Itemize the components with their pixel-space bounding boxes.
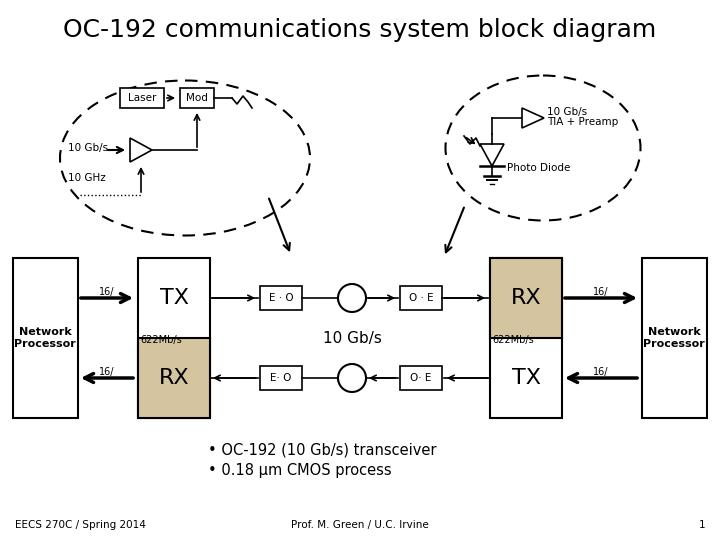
Text: 1: 1 (698, 520, 705, 530)
Text: 16/: 16/ (99, 367, 114, 377)
Bar (138, 258, 210, 418)
Text: E · O: E · O (269, 293, 293, 303)
Text: 10 Gb/s: 10 Gb/s (323, 330, 382, 346)
Text: Network
Processor: Network Processor (14, 327, 76, 349)
Text: Prof. M. Green / U.C. Irvine: Prof. M. Green / U.C. Irvine (291, 520, 429, 530)
Text: 16/: 16/ (593, 367, 608, 377)
Bar (400, 286, 442, 310)
Bar (120, 88, 164, 108)
Text: 16/: 16/ (593, 287, 608, 297)
Bar (400, 366, 442, 390)
Text: TIA + Preamp: TIA + Preamp (547, 117, 618, 127)
Polygon shape (522, 108, 544, 128)
Text: 622Mb/s: 622Mb/s (492, 335, 534, 345)
Text: OC-192 communications system block diagram: OC-192 communications system block diagr… (63, 18, 657, 42)
Bar (260, 366, 302, 390)
Text: O· E: O· E (410, 373, 432, 383)
Text: Network
Processor: Network Processor (643, 327, 705, 349)
Text: • 0.18 μm CMOS process: • 0.18 μm CMOS process (208, 462, 392, 477)
Polygon shape (130, 138, 152, 162)
Text: 10 GHz: 10 GHz (68, 173, 106, 183)
Text: • OC-192 (10 Gb/s) transceiver: • OC-192 (10 Gb/s) transceiver (208, 442, 436, 457)
Bar (13, 258, 78, 418)
Text: RX: RX (158, 368, 189, 388)
Bar (490, 258, 562, 418)
Text: 622Mb/s: 622Mb/s (140, 335, 181, 345)
Text: EECS 270C / Spring 2014: EECS 270C / Spring 2014 (15, 520, 146, 530)
Text: O · E: O · E (409, 293, 433, 303)
Text: Mod: Mod (186, 93, 208, 103)
Bar (138, 338, 210, 418)
Text: TX: TX (160, 288, 189, 308)
Circle shape (338, 364, 366, 392)
Bar (642, 258, 707, 418)
Text: 10 Gb/s: 10 Gb/s (547, 107, 587, 117)
Text: 16/: 16/ (99, 287, 114, 297)
Bar (180, 88, 214, 108)
Text: RX: RX (510, 288, 541, 308)
Circle shape (338, 284, 366, 312)
Text: Laser: Laser (128, 93, 156, 103)
Polygon shape (480, 144, 504, 166)
Bar (490, 258, 562, 338)
Text: 10 Gb/s: 10 Gb/s (68, 143, 108, 153)
Text: E· O: E· O (270, 373, 292, 383)
Bar (260, 286, 302, 310)
Text: Photo Diode: Photo Diode (507, 163, 570, 173)
Text: TX: TX (511, 368, 541, 388)
